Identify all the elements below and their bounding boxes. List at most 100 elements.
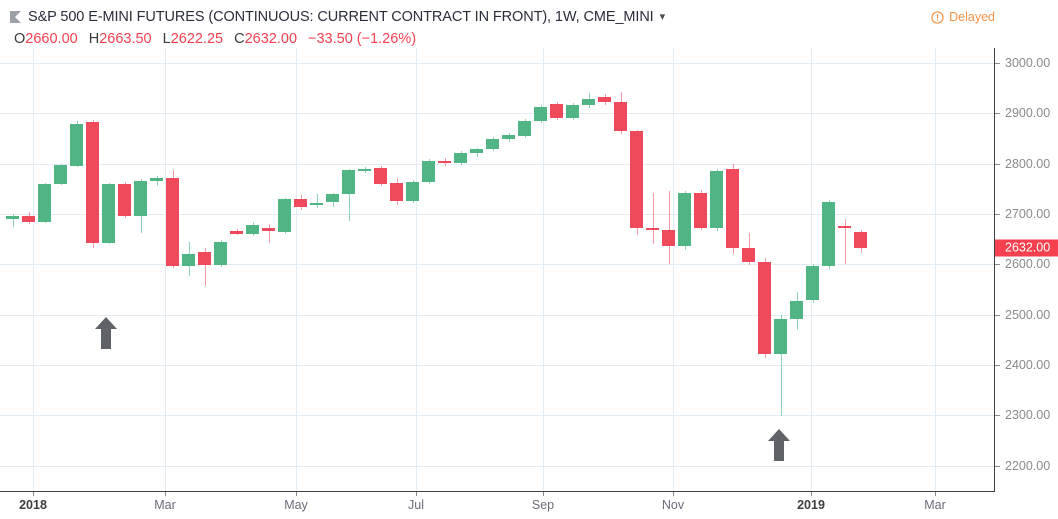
candle-body[interactable] [854,231,867,249]
candle-body[interactable] [86,122,99,243]
price-tick-label: 2300.00 [1005,408,1051,422]
candle-body[interactable] [54,165,67,184]
gridline-horizontal [0,214,994,215]
close-value: 2632.00 [244,30,298,47]
price-tick [994,264,1000,265]
time-tick-label: Mar [924,498,946,512]
price-tick-label: 2500.00 [1005,308,1051,322]
arrow-up-marker[interactable] [767,428,791,462]
time-tick-label: May [284,498,308,512]
ohlc-low: L2622.25 [163,31,224,47]
candle-body[interactable] [614,102,627,131]
candle-body[interactable] [374,167,387,184]
price-tick [994,214,1000,215]
candle-body[interactable] [758,262,771,355]
price-tick [994,63,1000,64]
candle-body[interactable] [486,138,499,149]
candle-body[interactable] [406,181,419,202]
time-tick [416,491,417,496]
candle-wick [349,168,350,221]
candle-body[interactable] [422,160,435,182]
time-axis-line [0,491,994,492]
candle-body[interactable] [166,177,179,266]
candle-body[interactable] [502,134,515,139]
time-tick [673,491,674,496]
candle-body[interactable] [518,121,531,136]
arrow-up-marker[interactable] [94,316,118,350]
candle-body[interactable] [790,300,803,319]
time-tick-label: Mar [154,498,176,512]
candle-wick [845,219,846,265]
candle-wick [157,175,158,187]
candle-body[interactable] [182,254,195,266]
candle-body[interactable] [630,130,643,229]
candle-body[interactable] [262,227,275,232]
time-axis[interactable]: 2018 Mar May Jul Sep Nov 2019 Mar [0,491,994,519]
price-tick-label: 3000.00 [1005,56,1051,70]
candle-body[interactable] [150,177,163,181]
candle-body[interactable] [726,168,739,249]
candle-body[interactable] [70,123,83,167]
candle-body[interactable] [742,248,755,263]
symbol-legend-row[interactable]: S&P 500 E-MINI FUTURES (CONTINUOUS: CURR… [10,7,665,27]
candle-body[interactable] [278,199,291,233]
chevron-down-icon[interactable]: ▾ [659,10,666,23]
candle-body[interactable] [214,241,227,266]
time-tick-label: 2019 [797,498,825,512]
price-tick [994,415,1000,416]
candle-body[interactable] [694,192,707,229]
candle-body[interactable] [662,230,675,247]
candle-body[interactable] [806,266,819,300]
open-label: O [14,30,26,47]
candle-body[interactable] [118,183,131,216]
candle-body[interactable] [582,99,595,106]
candle-body[interactable] [390,182,403,202]
gridline-vertical [33,48,34,491]
candle-body[interactable] [38,183,51,223]
gridline-horizontal [0,63,994,64]
price-tick [994,113,1000,114]
ohlc-high: H2663.50 [89,31,152,47]
candle-body[interactable] [342,169,355,194]
high-value: 2663.50 [99,30,152,47]
candle-wick [781,314,782,417]
delayed-badge[interactable]: Delayed [931,8,995,26]
candle-body[interactable] [454,152,467,163]
candle-body[interactable] [230,230,243,234]
candle-body[interactable] [358,168,371,171]
candle-body[interactable] [646,228,659,231]
price-tick [994,315,1000,316]
candle-body[interactable] [774,318,787,355]
candle-body[interactable] [438,160,451,163]
candle-body[interactable] [822,202,835,267]
delayed-label: Delayed [949,10,995,24]
chart-plot-area[interactable] [0,48,994,491]
candle-body[interactable] [838,226,851,229]
candle-body[interactable] [102,184,115,243]
candle-body[interactable] [566,105,579,119]
candle-body[interactable] [550,104,563,119]
candle-body[interactable] [134,180,147,216]
candle-body[interactable] [326,193,339,203]
candle-body[interactable] [710,170,723,229]
gridline-vertical [416,48,417,491]
symbol-title[interactable]: S&P 500 E-MINI FUTURES (CONTINUOUS: CURR… [28,9,654,25]
price-axis[interactable]: 3000.00 2900.00 2800.00 2700.00 2600.00 2500.… [994,48,1058,491]
price-tick [994,466,1000,467]
candle-body[interactable] [294,199,307,207]
candle-body[interactable] [198,252,211,266]
candle-body[interactable] [246,225,259,234]
candle-body[interactable] [22,215,35,223]
candle-body[interactable] [598,97,611,103]
last-price-badge[interactable]: 2632.00 [995,239,1058,257]
ohlc-close: C2632.00 [234,31,297,47]
candle-body[interactable] [470,148,483,153]
candle-body[interactable] [678,192,691,247]
candle-body[interactable] [534,107,547,122]
gridline-horizontal [0,466,994,467]
candle-body[interactable] [310,203,323,206]
candle-body[interactable] [6,215,19,220]
gridline-vertical [165,48,166,491]
gridline-horizontal [0,164,994,165]
price-tick-label: 2200.00 [1005,459,1051,473]
